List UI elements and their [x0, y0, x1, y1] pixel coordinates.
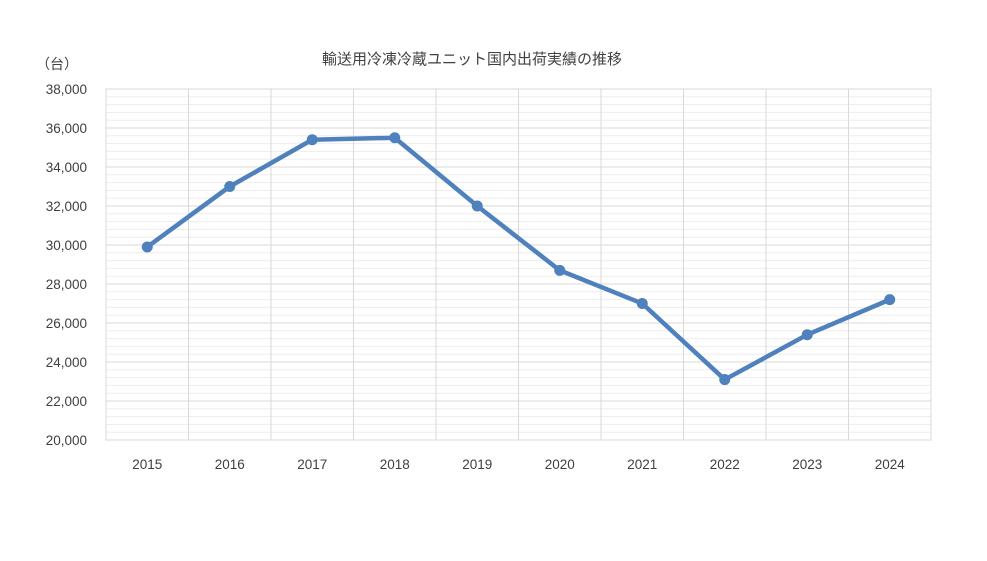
plot-area-border	[105, 88, 932, 441]
x-tick-label: 2017	[297, 457, 327, 472]
series-points	[141, 132, 896, 386]
y-tick-label: 20,000	[46, 433, 87, 448]
data-point	[471, 200, 483, 212]
y-tick-label: 24,000	[46, 355, 87, 370]
y-tick-label: 34,000	[46, 160, 87, 175]
vertical-gridlines	[188, 89, 849, 440]
y-tick-label: 28,000	[46, 277, 87, 292]
y-tick-label: 26,000	[46, 316, 87, 331]
x-tick-label: 2022	[710, 457, 740, 472]
data-point	[224, 181, 236, 192]
y-axis-tick-labels: 20,000 22,000 24,000 26,000 28,000 30,000 32,0…	[46, 82, 87, 448]
data-point	[719, 374, 731, 386]
x-tick-label: 2023	[792, 457, 822, 472]
x-tick-label: 2016	[215, 457, 245, 472]
y-tick-label: 30,000	[46, 238, 87, 253]
x-tick-label: 2021	[627, 457, 657, 472]
y-tick-label: 22,000	[46, 394, 87, 409]
data-point	[554, 264, 566, 276]
x-tick-label: 2018	[380, 457, 410, 472]
y-tick-label: 36,000	[46, 121, 87, 136]
y-tick-label: 38,000	[46, 82, 87, 97]
x-tick-label: 2015	[132, 457, 162, 472]
series-lines	[145, 135, 892, 382]
x-tick-label: 2020	[545, 457, 575, 472]
y-tick-label: 32,000	[46, 199, 87, 214]
x-tick-label: 2019	[462, 457, 492, 472]
x-axis-tick-labels: 2015 2016 2017 2018 2019 2020 2021 2022 2023 2024	[132, 457, 905, 472]
x-tick-label: 2024	[875, 457, 906, 472]
unit-label: （台）	[36, 57, 78, 73]
data-point	[306, 134, 318, 146]
data-point	[884, 294, 896, 306]
data-point	[389, 132, 401, 144]
data-point	[141, 241, 153, 253]
data-point	[801, 329, 813, 341]
data-point	[636, 298, 648, 309]
series-line	[145, 135, 892, 382]
chart-title: 輸送用冷凍冷蔵ユニット国内出荷実績の推移	[322, 50, 622, 68]
